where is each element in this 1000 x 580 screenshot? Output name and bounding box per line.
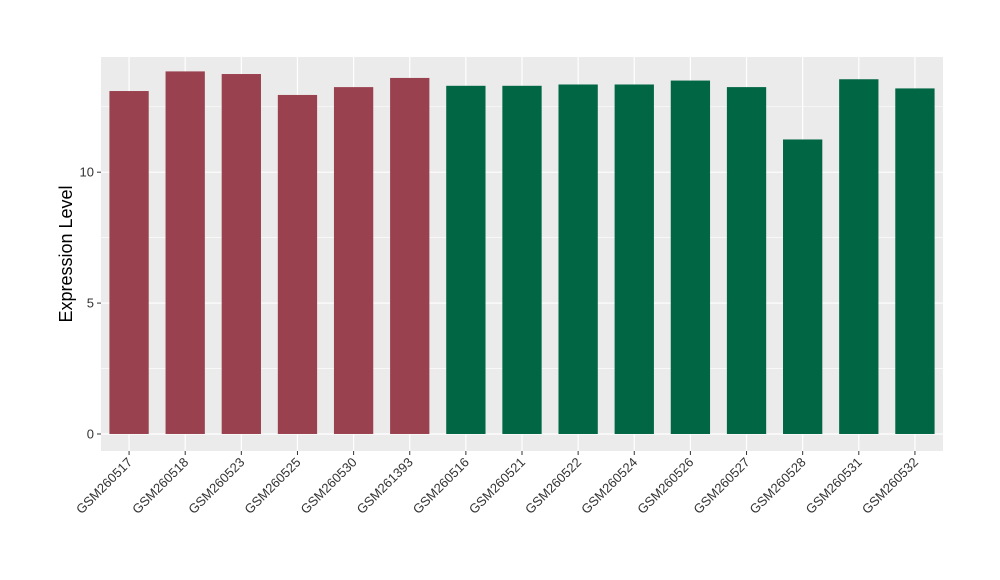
x-tick-label: GSM260521 [466,455,528,517]
x-axis: GSM260517GSM260518GSM260523GSM260525GSM2… [73,451,921,517]
x-tick-label: GSM260522 [522,455,584,517]
x-tick-label: GSM260526 [634,455,696,517]
bar-GSM260522 [558,84,598,434]
x-tick-label: GSM260518 [129,455,191,517]
bar-GSM260525 [277,94,318,434]
bar-GSM260516 [446,85,486,434]
bar-GSM260517 [109,91,149,434]
bar-GSM260528 [783,139,823,434]
bar-GSM260518 [165,71,205,434]
x-tick-label: GSM260530 [297,455,359,517]
bars [109,71,935,434]
y-tick-label: 0 [87,426,94,441]
x-tick-label: GSM260523 [185,455,247,517]
y-axis-title: Expression Level [56,185,76,322]
bar-GSM260527 [726,87,767,434]
bar-GSM260524 [614,84,654,434]
bar-GSM260521 [502,85,542,434]
x-tick-label: GSM261393 [354,455,416,517]
x-tick-label: GSM260527 [690,455,752,517]
bar-GSM260523 [221,74,261,434]
x-tick-label: GSM260517 [73,455,135,517]
x-tick-label: GSM260525 [241,455,303,517]
y-axis: 0 5 10 [80,165,101,441]
x-tick-label: GSM260524 [578,455,640,517]
bar-GSM261393 [390,77,430,434]
x-tick-label: GSM260531 [803,455,865,517]
x-tick-label: GSM260532 [859,455,921,517]
bar-GSM260531 [839,79,879,434]
y-tick-label: 5 [87,296,94,311]
bar-GSM260526 [670,80,711,434]
x-tick-label: GSM260516 [410,455,472,517]
x-tick-label: GSM260528 [747,455,809,517]
bar-GSM260532 [895,88,935,434]
y-tick-label: 10 [80,165,94,180]
bar-GSM260530 [333,87,374,434]
